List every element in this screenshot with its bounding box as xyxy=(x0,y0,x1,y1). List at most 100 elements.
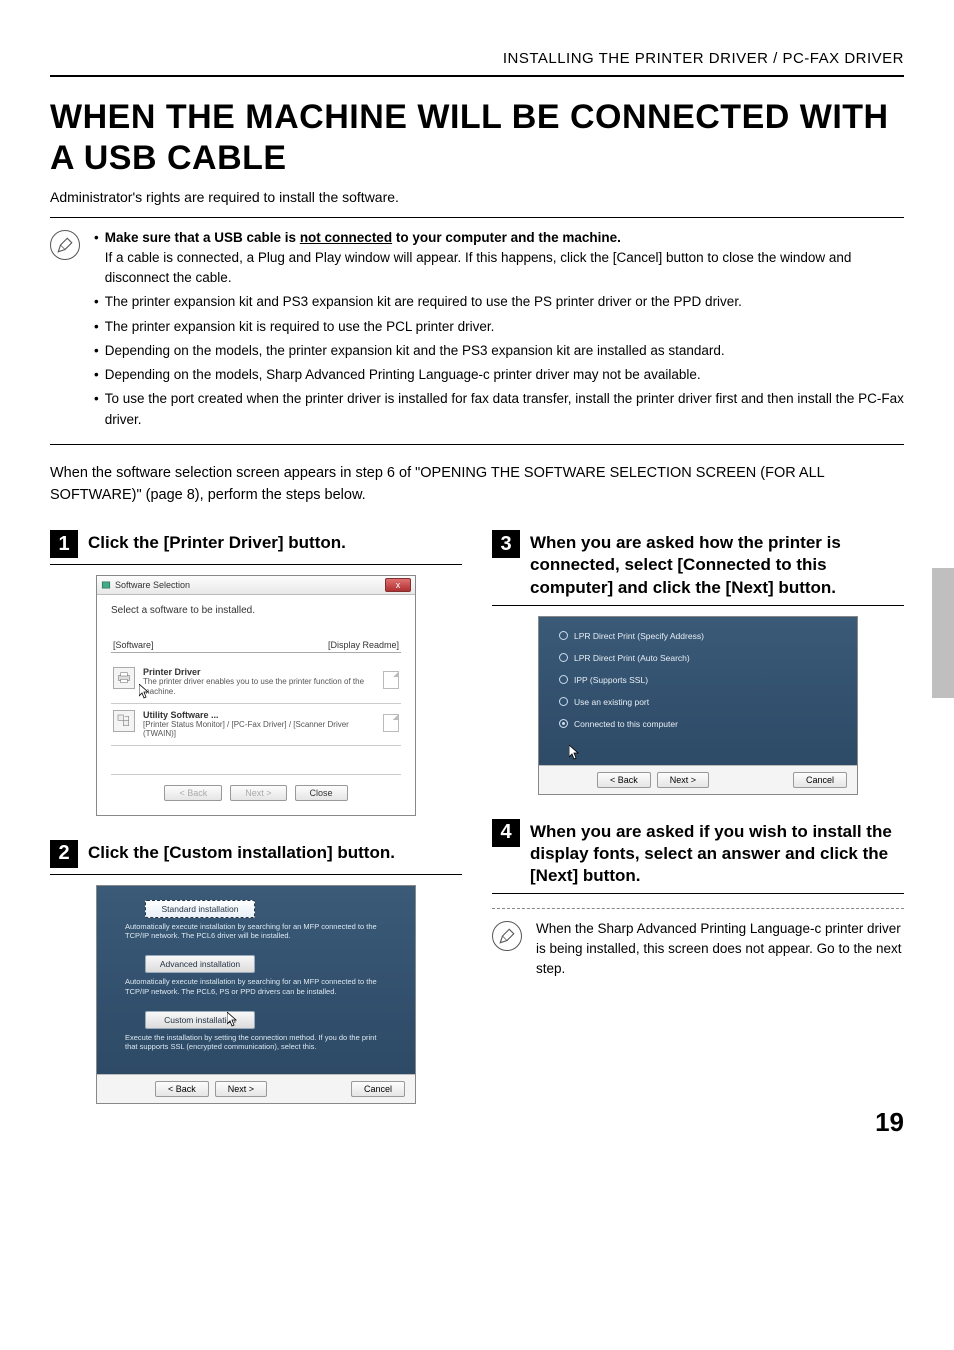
item-desc: The printer driver enables you to use th… xyxy=(143,677,375,696)
step-header: 4 When you are asked if you wish to inst… xyxy=(492,819,904,894)
next-button[interactable]: Next > xyxy=(215,1081,267,1097)
radio-icon xyxy=(559,631,568,640)
doc-icon[interactable] xyxy=(383,714,399,732)
item-title: Utility Software ... xyxy=(143,710,375,720)
step-number: 2 xyxy=(50,840,78,868)
bullet-dot: • xyxy=(94,228,99,289)
radio-connected-computer[interactable]: Connected to this computer xyxy=(559,719,837,729)
step-title: When you are asked how the printer is co… xyxy=(530,530,904,598)
right-column: 3 When you are asked how the printer is … xyxy=(492,530,904,1128)
radio-existing-port[interactable]: Use an existing port xyxy=(559,697,837,707)
step-1: 1 Click the [Printer Driver] button. Sof… xyxy=(50,530,462,815)
cursor-icon xyxy=(227,1012,239,1030)
note-bullet: •The printer expansion kit and PS3 expan… xyxy=(94,292,904,312)
close-button[interactable]: Close xyxy=(295,785,348,801)
radio-icon xyxy=(559,719,568,728)
back-button[interactable]: < Back xyxy=(597,772,651,788)
utility-software-item[interactable]: Utility Software ... [Printer Status Mon… xyxy=(111,704,401,746)
step-header: 3 When you are asked how the printer is … xyxy=(492,530,904,605)
page-title: WHEN THE MACHINE WILL BE CONNECTED WITH … xyxy=(50,97,904,179)
next-button[interactable]: Next > xyxy=(657,772,709,788)
window-button-row: < Back Next > Close xyxy=(111,774,401,801)
step-header: 2 Click the [Custom installation] button… xyxy=(50,840,462,875)
option-desc: Execute the installation by setting the … xyxy=(125,1033,387,1053)
note-sub: If a cable is connected, a Plug and Play… xyxy=(105,250,852,285)
note-bullet: •The printer expansion kit is required t… xyxy=(94,317,904,337)
intro-text: Administrator's rights are required to i… xyxy=(50,189,904,205)
back-button[interactable]: < Back xyxy=(155,1081,209,1097)
software-selection-window: Software Selection x Select a software t… xyxy=(96,575,416,815)
option-desc: Automatically execute installation by se… xyxy=(125,922,387,942)
step-number: 1 xyxy=(50,530,78,558)
dashed-separator xyxy=(492,908,904,909)
window-footer: < Back Next > Cancel xyxy=(97,1074,415,1103)
standard-installation-button[interactable]: Standard installation xyxy=(145,900,255,918)
note-list: • Make sure that a USB cable is not conn… xyxy=(94,228,904,434)
advanced-installation-button[interactable]: Advanced installation xyxy=(145,955,255,973)
window-prompt: Select a software to be installed. xyxy=(111,605,401,616)
option-desc: Automatically execute installation by se… xyxy=(125,977,387,997)
radio-lpr-auto[interactable]: LPR Direct Print (Auto Search) xyxy=(559,653,837,663)
cancel-button[interactable]: Cancel xyxy=(793,772,847,788)
step-4: 4 When you are asked if you wish to inst… xyxy=(492,819,904,980)
next-button[interactable]: Next > xyxy=(230,785,286,801)
left-column: 1 Click the [Printer Driver] button. Sof… xyxy=(50,530,462,1128)
dark-body: Standard installation Automatically exec… xyxy=(97,886,415,1075)
step-title: When you are asked if you wish to instal… xyxy=(530,819,904,887)
step-title: Click the [Printer Driver] button. xyxy=(88,530,346,554)
radio-ipp[interactable]: IPP (Supports SSL) xyxy=(559,675,837,685)
radio-body: LPR Direct Print (Specify Address) LPR D… xyxy=(539,617,857,765)
cursor-icon xyxy=(139,684,151,702)
section-header: INSTALLING THE PRINTER DRIVER / PC-FAX D… xyxy=(50,50,904,77)
installation-options-window: Standard installation Automatically exec… xyxy=(96,885,416,1105)
step-title: Click the [Custom installation] button. xyxy=(88,840,395,864)
printer-driver-item[interactable]: Printer Driver The printer driver enable… xyxy=(111,661,401,703)
step4-note: When the Sharp Advanced Printing Languag… xyxy=(492,919,904,980)
pencil-circle-icon xyxy=(50,230,80,260)
tab-readme[interactable]: [Display Readme] xyxy=(328,640,399,650)
cancel-button[interactable]: Cancel xyxy=(351,1081,405,1097)
page-number: 19 xyxy=(875,1107,904,1138)
item-desc: [Printer Status Monitor] / [PC-Fax Drive… xyxy=(143,720,375,739)
note-bullet: •To use the port created when the printe… xyxy=(94,389,904,430)
window-titlebar: Software Selection x xyxy=(97,576,415,595)
tab-software[interactable]: [Software] xyxy=(113,640,154,650)
step-number: 3 xyxy=(492,530,520,558)
page: INSTALLING THE PRINTER DRIVER / PC-FAX D… xyxy=(0,0,954,1158)
item-text: Utility Software ... [Printer Status Mon… xyxy=(143,710,375,739)
window-footer: < Back Next > Cancel xyxy=(539,765,857,794)
item-title: Printer Driver xyxy=(143,667,375,677)
radio-lpr-specify[interactable]: LPR Direct Print (Specify Address) xyxy=(559,631,837,641)
note-bullet: • Make sure that a USB cable is not conn… xyxy=(94,228,904,289)
radio-icon xyxy=(559,697,568,706)
note-underline: not connected xyxy=(300,230,392,245)
tab-row: [Software] [Display Readme] xyxy=(111,640,401,653)
step-header: 1 Click the [Printer Driver] button. xyxy=(50,530,462,565)
note-bold-pre: Make sure that a USB cable is xyxy=(105,230,300,245)
item-text: Printer Driver The printer driver enable… xyxy=(143,667,375,696)
printer-icon xyxy=(113,667,135,689)
cursor-icon xyxy=(569,745,581,763)
window-body: Select a software to be installed. [Soft… xyxy=(97,595,415,814)
app-icon xyxy=(101,580,111,590)
window-title: Software Selection xyxy=(101,580,190,590)
two-column-layout: 1 Click the [Printer Driver] button. Sof… xyxy=(50,530,904,1128)
note-first-line: Make sure that a USB cable is not connec… xyxy=(105,228,904,289)
doc-icon[interactable] xyxy=(383,671,399,689)
pencil-circle-icon xyxy=(492,921,522,951)
step-number: 4 xyxy=(492,819,520,847)
after-note-text: When the software selection screen appea… xyxy=(50,463,904,507)
radio-icon xyxy=(559,653,568,662)
step4-note-text: When the Sharp Advanced Printing Languag… xyxy=(536,919,904,980)
note-box: • Make sure that a USB cable is not conn… xyxy=(50,217,904,445)
utility-icon xyxy=(113,710,135,732)
step-3: 3 When you are asked how the printer is … xyxy=(492,530,904,794)
back-button[interactable]: < Back xyxy=(164,785,222,801)
note-bullet: •Depending on the models, Sharp Advanced… xyxy=(94,365,904,385)
note-bullet: •Depending on the models, the printer ex… xyxy=(94,341,904,361)
window-close-button[interactable]: x xyxy=(385,578,411,592)
step-2: 2 Click the [Custom installation] button… xyxy=(50,840,462,1105)
note-bold-post: to your computer and the machine. xyxy=(392,230,621,245)
connection-method-window: LPR Direct Print (Specify Address) LPR D… xyxy=(538,616,858,795)
radio-icon xyxy=(559,675,568,684)
